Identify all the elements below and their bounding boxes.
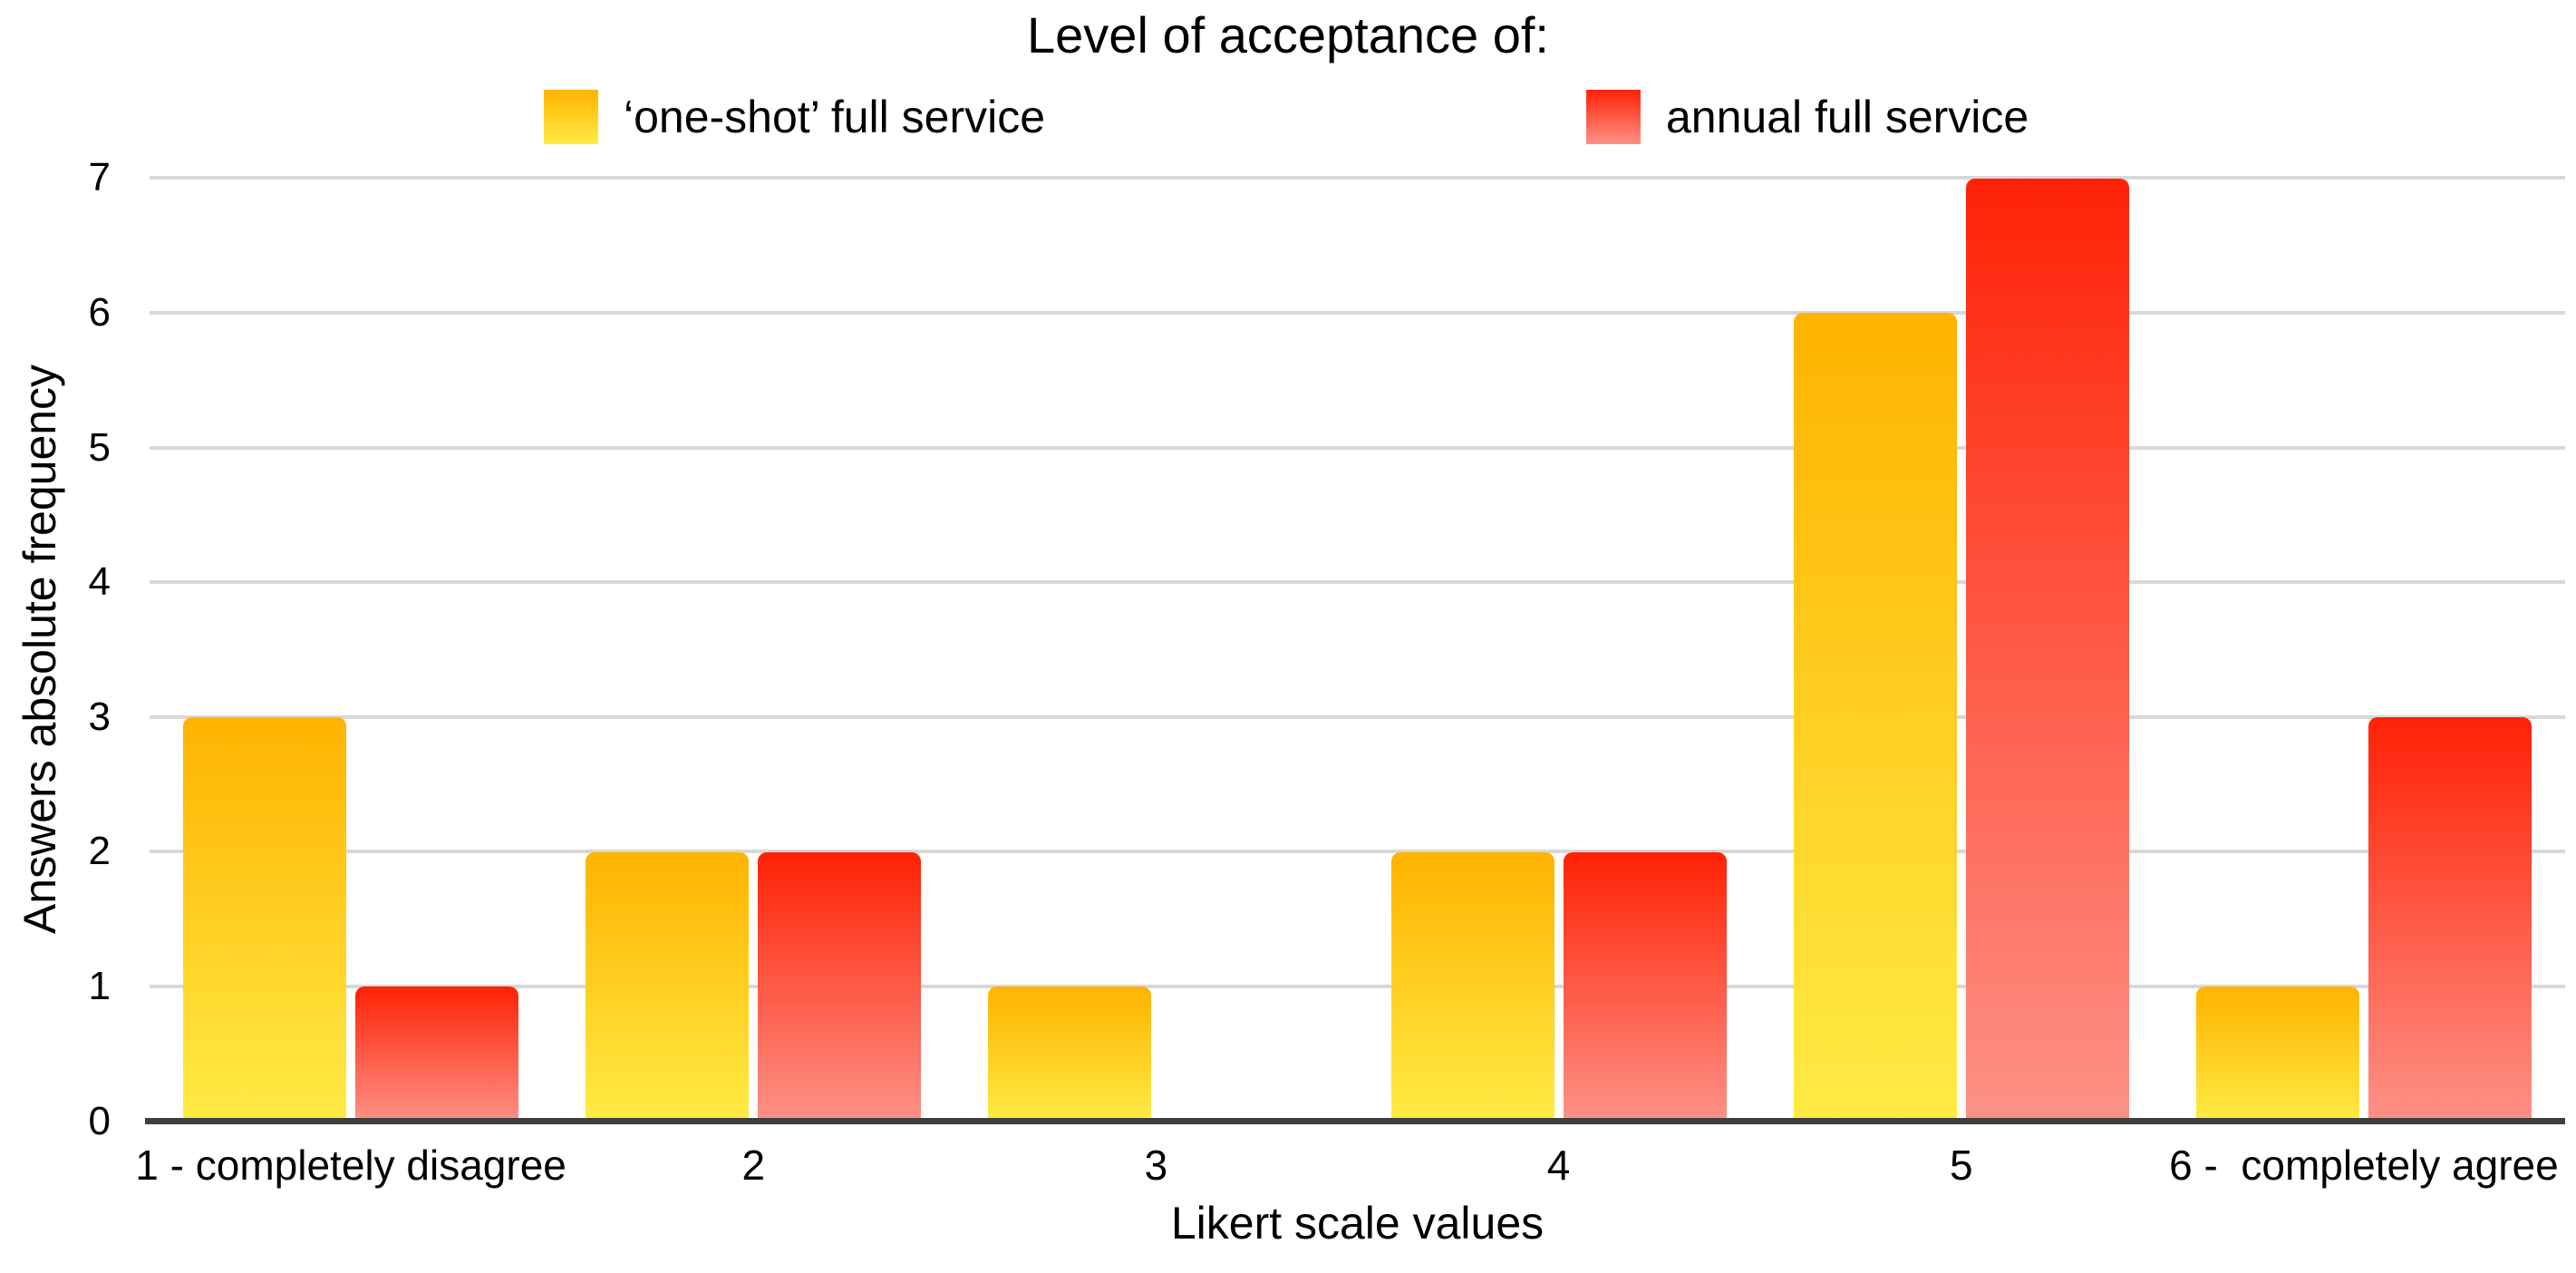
legend-swatch-one-shot-icon [544, 90, 598, 144]
y-tick-label-5: 5 [88, 424, 111, 470]
plot-area [145, 175, 2565, 1124]
bar-annual-cat1 [355, 986, 519, 1122]
x-axis-title: Likert scale values [1170, 1198, 1545, 1249]
bar-annual-cat6 [2368, 717, 2532, 1122]
bar-one-shot-cat3 [988, 986, 1152, 1122]
legend-label-annual: annual full service [1666, 92, 2029, 142]
x-axis-line [145, 1118, 2565, 1124]
gridline-7 [150, 176, 2565, 180]
y-tick-label-3: 3 [88, 694, 111, 739]
x-category-label-1: 1 - completely disagree [135, 1142, 567, 1189]
bar-one-shot-cat4 [1390, 851, 1554, 1122]
x-category-label-5: 5 [1949, 1142, 1973, 1189]
legend-swatch-annual-icon [1586, 90, 1641, 144]
bar-one-shot-cat2 [586, 851, 750, 1122]
gridline-4 [150, 580, 2565, 585]
y-tick-label-1: 1 [88, 963, 111, 1008]
bar-one-shot-cat5 [1793, 313, 1957, 1122]
legend-label-one-shot: ‘one-shot’ full service [624, 92, 1046, 142]
gridline-5 [150, 445, 2565, 450]
y-tick-label-6: 6 [88, 289, 111, 335]
bar-annual-cat5 [1965, 178, 2129, 1122]
bar-one-shot-cat6 [2195, 986, 2359, 1122]
y-tick-label-4: 4 [88, 559, 111, 605]
bar-annual-cat2 [758, 851, 922, 1122]
bar-one-shot-cat1 [183, 717, 347, 1122]
gridline-1 [150, 984, 2565, 988]
y-tick-label-2: 2 [88, 829, 111, 874]
gridline-6 [150, 310, 2565, 315]
gridline-3 [150, 714, 2565, 719]
bar-annual-cat4 [1563, 851, 1727, 1122]
gridline-2 [150, 850, 2565, 854]
x-category-label-6: 6 - completely agree [2169, 1142, 2559, 1189]
x-category-label-2: 2 [741, 1142, 766, 1189]
x-category-label-3: 3 [1144, 1142, 1168, 1189]
y-tick-label-7: 7 [88, 155, 111, 200]
chart-title: Level of acceptance of: [1027, 6, 1549, 63]
y-tick-label-0: 0 [88, 1098, 111, 1143]
x-category-label-4: 4 [1546, 1142, 1571, 1189]
